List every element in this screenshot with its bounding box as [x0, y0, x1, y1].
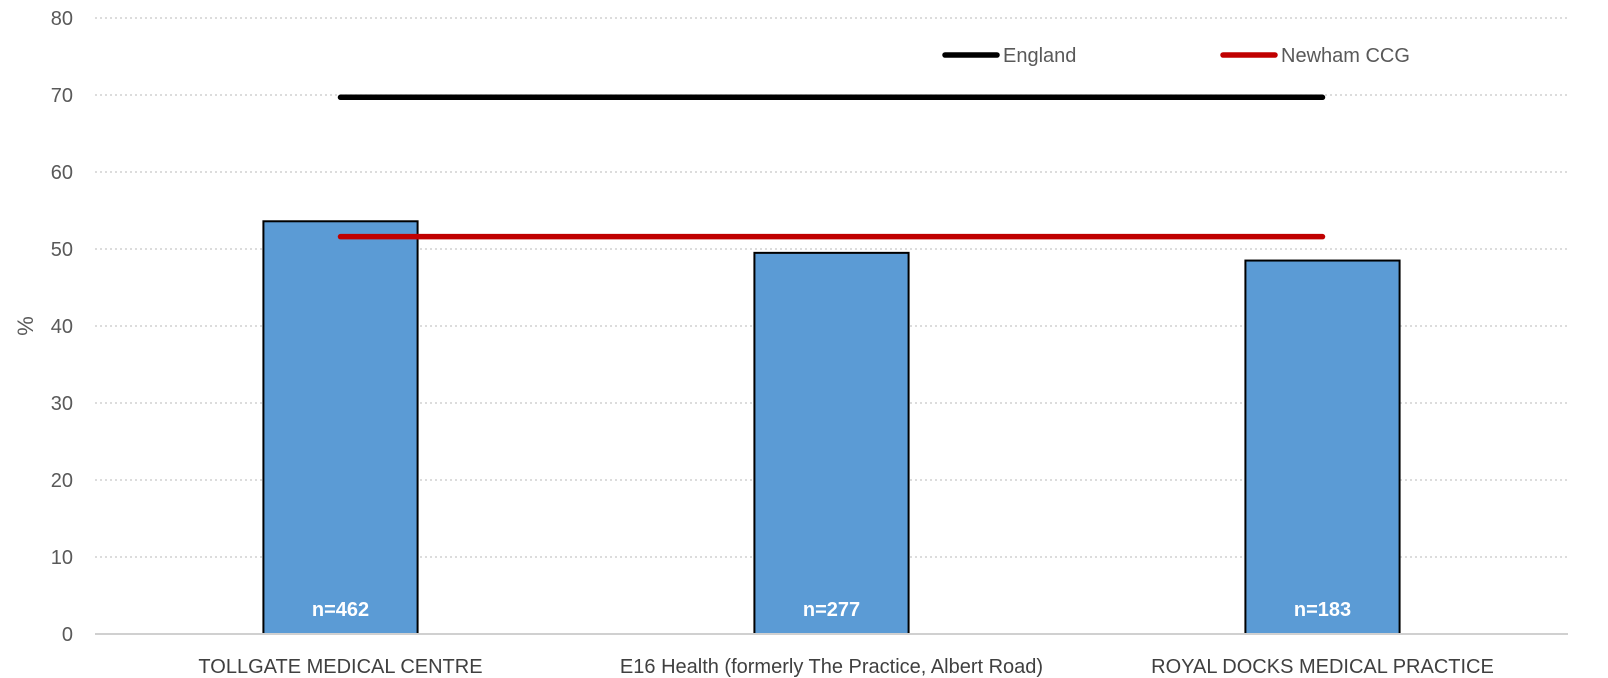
bar-data-label: n=277 [803, 599, 860, 621]
y-axis-ticks: 0 10 20 30 40 50 60 70 80 [51, 8, 73, 646]
y-tick-label: 0 [62, 624, 73, 646]
bar [262, 220, 419, 635]
y-tick-label: 60 [51, 162, 73, 184]
bar [753, 251, 910, 635]
y-tick-label: 30 [51, 393, 73, 415]
y-tick-label: 70 [51, 85, 73, 107]
x-category-label: ROYAL DOCKS MEDICAL PRACTICE [1151, 656, 1494, 678]
x-category-label: E16 Health (formerly The Practice, Alber… [620, 656, 1043, 678]
x-axis-categories: TOLLGATE MEDICAL CENTRE E16 Health (forme… [198, 656, 1493, 678]
bar-data-label: n=462 [312, 599, 369, 621]
bar-data-label: n=183 [1294, 599, 1351, 621]
y-tick-label: 10 [51, 547, 73, 569]
legend-label: Newham CCG [1281, 45, 1410, 67]
bar [1244, 259, 1401, 635]
reference-lines [337, 94, 1326, 240]
y-axis-label: % [13, 316, 38, 336]
y-tick-label: 80 [51, 8, 73, 30]
y-tick-label: 40 [51, 316, 73, 338]
legend: England Newham CCG [942, 45, 1410, 67]
x-category-label: TOLLGATE MEDICAL CENTRE [198, 656, 482, 678]
y-tick-label: 20 [51, 470, 73, 492]
y-tick-label: 50 [51, 239, 73, 261]
bars: n=462 n=277 n=183 [262, 220, 1401, 635]
legend-label: England [1003, 45, 1076, 67]
